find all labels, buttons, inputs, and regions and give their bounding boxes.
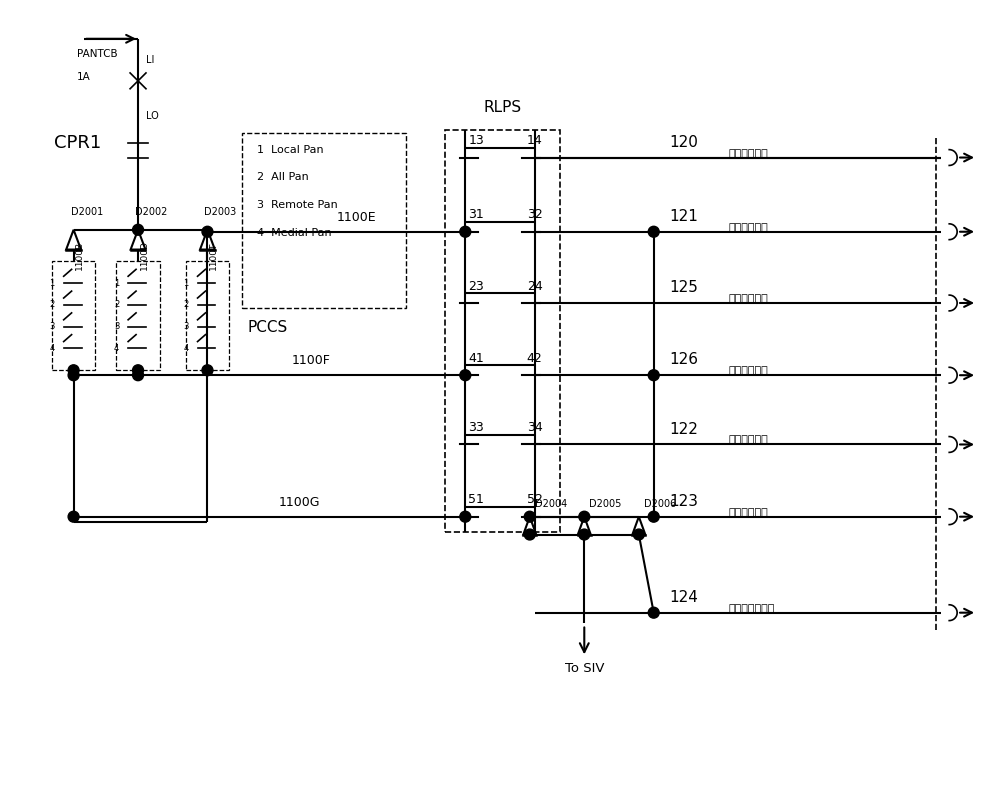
Bar [52,261,95,371]
Circle shape [460,370,471,381]
Text: 34: 34 [527,421,543,435]
Text: 3: 3 [183,322,189,331]
Text: 4: 4 [183,344,189,353]
Text: 4: 4 [114,344,119,353]
Text: 升前弓列车线: 升前弓列车线 [728,149,768,159]
Bar [242,133,406,308]
Circle shape [579,529,590,540]
Circle shape [579,511,590,522]
Text: 42: 42 [527,352,543,365]
Text: 降中弓列车线: 降中弓列车线 [728,367,768,376]
Text: D2006: D2006 [644,498,676,509]
Text: 2  All Pan: 2 All Pan [257,172,309,182]
Text: 1100D: 1100D [139,240,148,270]
Text: 1100E: 1100E [336,211,376,224]
Text: 32: 32 [527,209,543,221]
Text: 52: 52 [527,494,543,506]
Text: 3  Remote Pan: 3 Remote Pan [257,200,338,210]
Text: 降弓通知列车线: 降弓通知列车线 [728,604,774,614]
Text: 124: 124 [669,590,698,605]
Circle shape [202,226,213,237]
Text: CPR1: CPR1 [54,134,101,152]
Text: 1: 1 [49,279,55,288]
Text: 4: 4 [49,344,55,353]
Circle shape [633,529,644,540]
Text: 3: 3 [114,322,119,331]
Text: D2002: D2002 [135,207,167,217]
Circle shape [133,365,143,376]
Text: D2003: D2003 [204,207,237,217]
Text: 121: 121 [669,209,698,224]
Text: 120: 120 [669,134,698,149]
Bar [116,261,160,371]
Text: 13: 13 [468,134,484,147]
Text: 升中弓列车线: 升中弓列车线 [728,294,768,304]
Circle shape [68,365,79,376]
Circle shape [460,226,471,237]
Text: 23: 23 [468,280,484,292]
Text: D2005: D2005 [589,498,622,509]
Bar [186,261,229,371]
Text: 31: 31 [468,209,484,221]
Text: 41: 41 [468,352,484,365]
Circle shape [460,511,471,522]
Text: 125: 125 [669,280,698,295]
Text: LI: LI [146,55,154,65]
Text: To SIV: To SIV [565,662,604,675]
Text: 123: 123 [669,494,698,509]
Text: 降前弓列车线: 降前弓列车线 [728,223,768,233]
Text: 1: 1 [114,279,119,288]
Text: D2001: D2001 [71,207,103,217]
Text: RLPS: RLPS [483,100,522,115]
Text: PANTCB: PANTCB [77,49,117,58]
Text: 1: 1 [183,279,189,288]
Text: 1100G: 1100G [278,496,320,509]
Text: D2004: D2004 [535,498,567,509]
Circle shape [648,226,659,237]
Circle shape [133,370,143,381]
Circle shape [648,511,659,522]
Text: 1A: 1A [77,73,90,82]
Text: 14: 14 [527,134,543,147]
Bar [445,130,560,532]
Circle shape [68,511,79,522]
Text: 126: 126 [669,352,698,367]
Text: PCCS: PCCS [247,320,287,335]
Circle shape [524,529,535,540]
Text: 2: 2 [183,300,189,310]
Circle shape [202,365,213,376]
Text: 24: 24 [527,280,543,292]
Text: LO: LO [146,111,159,121]
Circle shape [524,511,535,522]
Text: 2: 2 [49,300,55,310]
Text: 1100B: 1100B [75,241,84,270]
Text: 51: 51 [468,494,484,506]
Text: 33: 33 [468,421,484,435]
Text: 升后弓列车线: 升后弓列车线 [728,435,768,446]
Circle shape [648,608,659,618]
Circle shape [68,370,79,381]
Text: 2: 2 [114,300,119,310]
Text: 降后弓列车线: 降后弓列车线 [728,508,768,517]
Text: 122: 122 [669,422,698,437]
Text: 1  Local Pan: 1 Local Pan [257,145,324,155]
Text: 3: 3 [49,322,55,331]
Text: 1100F: 1100F [292,354,331,367]
Circle shape [648,370,659,381]
Text: 1100T: 1100T [209,241,218,269]
Text: 4  Medial Pan: 4 Medial Pan [257,228,332,238]
Circle shape [133,224,143,235]
